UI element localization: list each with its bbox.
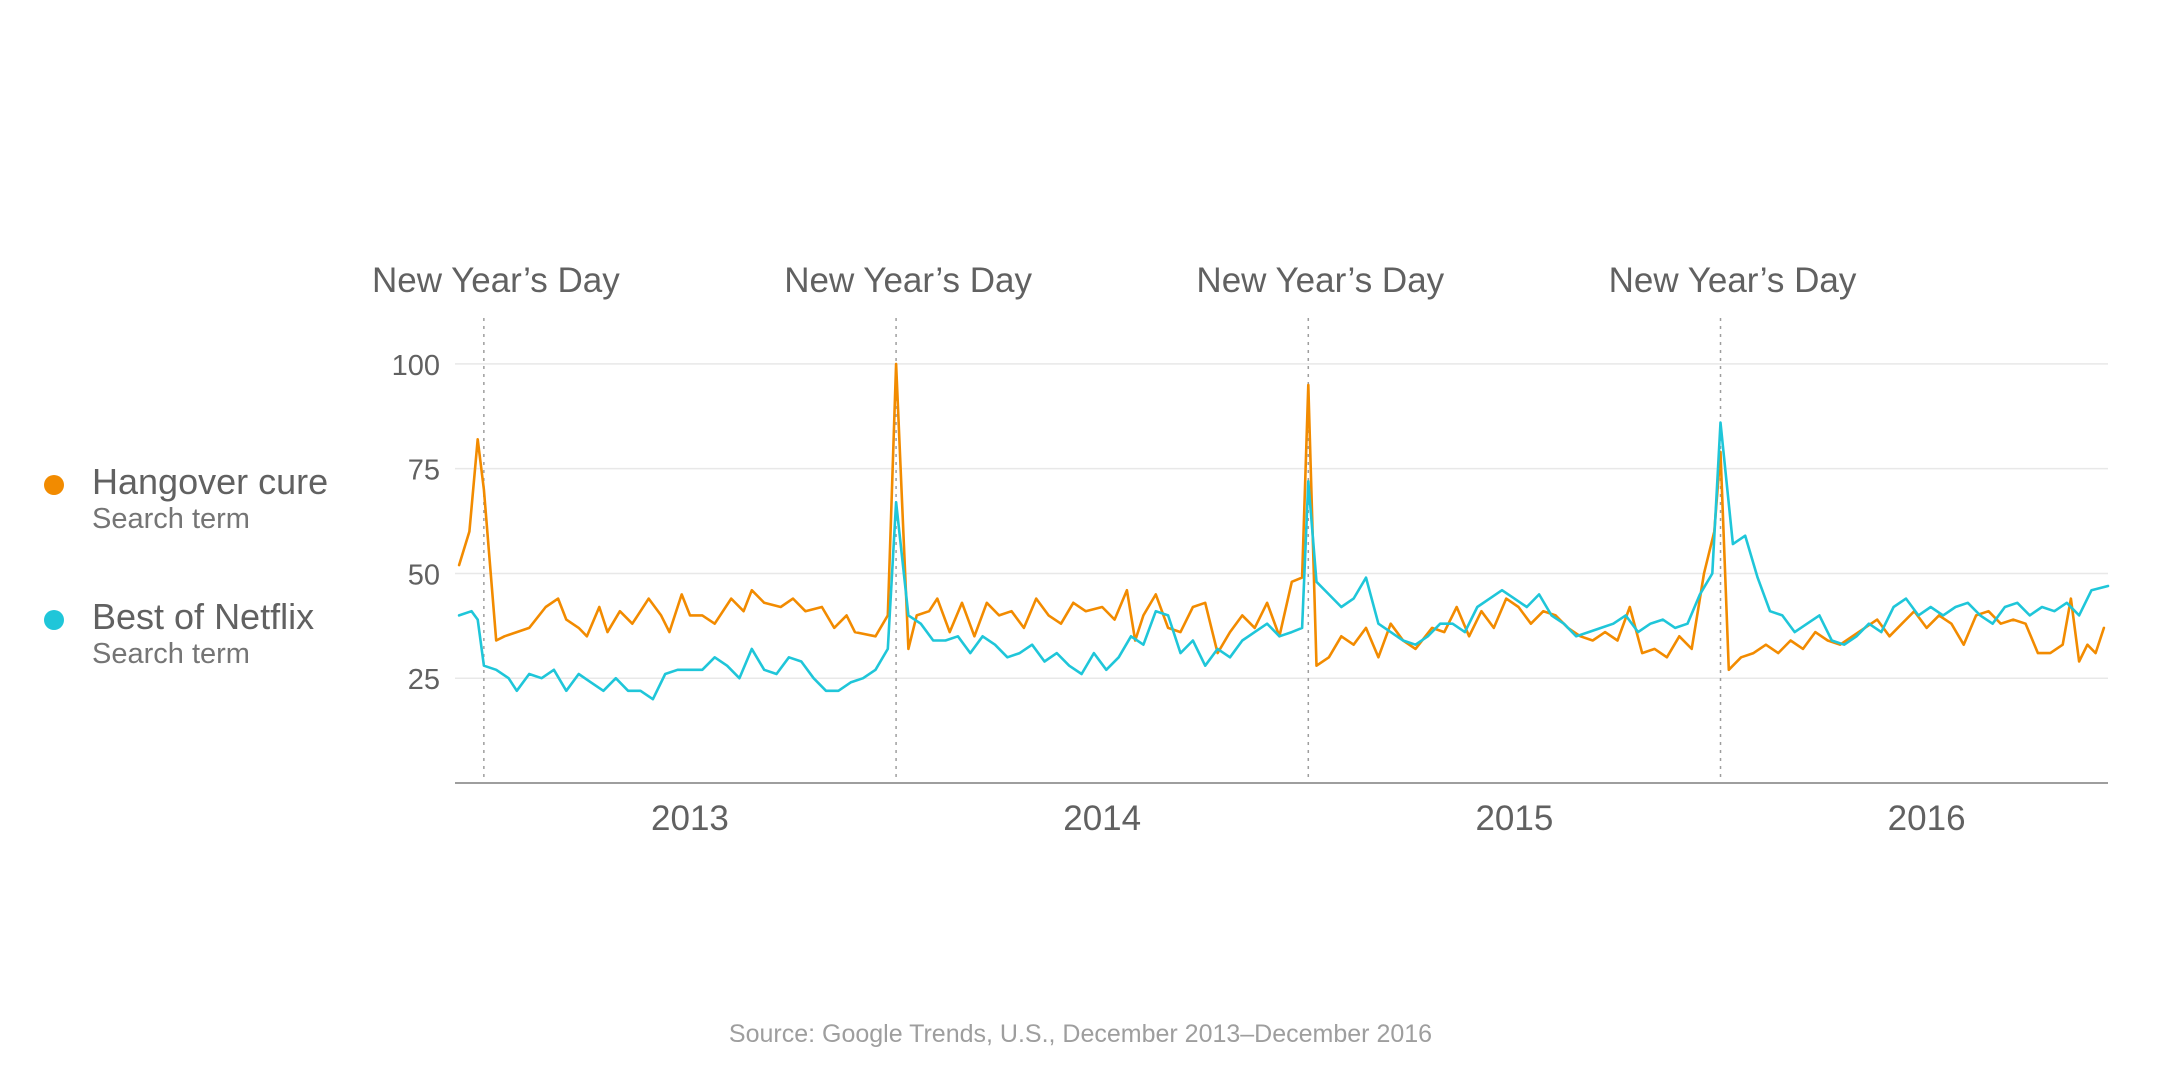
y-tick-label: 75: [408, 455, 440, 487]
source-note: Source: Google Trends, U.S., December 20…: [728, 1020, 1433, 1048]
legend-swatch-hangover-cure: [44, 475, 64, 495]
y-tick-label: 50: [408, 559, 440, 591]
x-tick-label: 2013: [651, 799, 729, 838]
series-line-best-of-netflix: [457, 421, 2110, 701]
annotation-label: New Year’s Day: [1196, 261, 1444, 300]
annotation-label: New Year’s Day: [1609, 261, 1857, 300]
annotation-label: New Year’s Day: [784, 261, 1032, 300]
series-line-hangover-cure: [457, 362, 2106, 672]
y-tick-label: 25: [408, 664, 440, 696]
legend-sublabel-hangover-cure: Search term: [92, 503, 250, 535]
legend-swatch-best-of-netflix: [44, 610, 64, 630]
legend-label-hangover-cure: Hangover cure: [92, 461, 329, 502]
legend-label-best-of-netflix: Best of Netflix: [92, 596, 315, 637]
x-tick-label: 2014: [1063, 799, 1141, 838]
y-tick-label: 100: [392, 350, 440, 382]
annotation-label: New Year’s Day: [372, 261, 620, 300]
legend-sublabel-best-of-netflix: Search term: [92, 638, 250, 670]
x-tick-label: 2015: [1475, 799, 1553, 838]
x-tick-label: 2016: [1888, 799, 1966, 838]
